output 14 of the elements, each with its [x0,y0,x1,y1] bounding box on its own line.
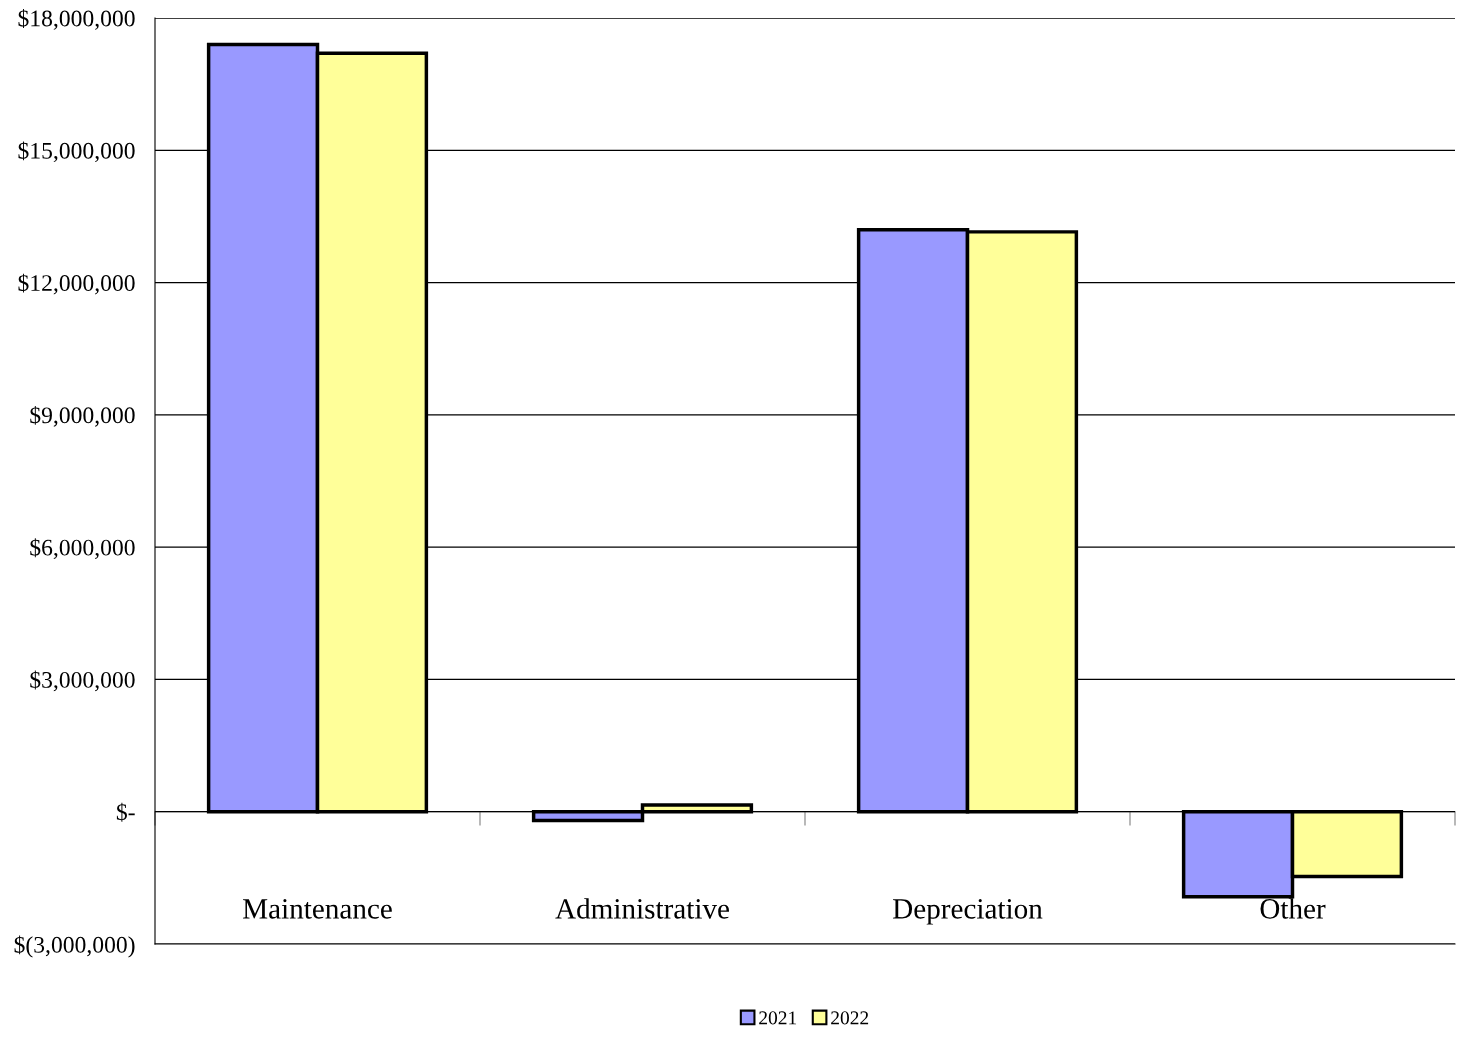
y-tick-label: $12,000,000 [18,273,135,295]
x-tick-label: Maintenance [243,899,392,919]
y-tick-label: $6,000,000 [30,538,135,559]
x-tick-label: Other [1260,898,1326,919]
y-tick-label: $15,000,000 [18,141,135,163]
y-tick-label: $(3,000,000) [14,935,135,958]
y-tick-label: $3,000,000 [30,670,135,692]
x-tick-label: Depreciation [893,899,1043,925]
y-tick-label: $- [116,802,135,822]
y-tick-label: $18,000,000 [18,9,135,30]
x-tick-label: Administrative [555,898,729,919]
legend-label: 2022 [831,1011,869,1025]
legend-label: 2021 [759,1011,797,1025]
y-tick-label: $9,000,000 [30,405,135,427]
